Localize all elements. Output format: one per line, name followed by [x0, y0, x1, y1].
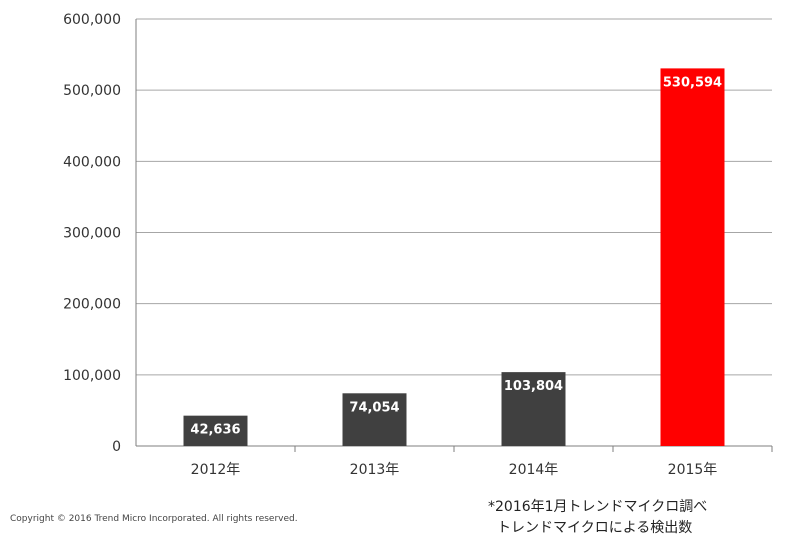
bar-value-label: 74,054 — [349, 400, 399, 415]
bar-value-label: 103,804 — [504, 379, 563, 394]
source-note-line-1: *2016年1月トレンドマイクロ調べ — [488, 499, 708, 515]
x-tick-label: 2014年 — [509, 462, 559, 478]
y-tick-label: 300,000 — [63, 226, 121, 242]
bar — [660, 68, 725, 447]
y-tick-label: 0 — [112, 439, 121, 455]
bar-value-label: 42,636 — [190, 423, 240, 438]
y-tick-label: 200,000 — [63, 297, 121, 313]
source-note: *2016年1月トレンドマイクロ調べ トレンドマイクロによる検出数 — [488, 497, 758, 539]
bar — [501, 372, 566, 446]
y-tick-label: 400,000 — [63, 154, 121, 170]
source-note-line-2: トレンドマイクロによる検出数 — [497, 520, 693, 536]
bar — [342, 393, 407, 446]
x-tick-label: 2013年 — [350, 462, 400, 478]
x-tick-label: 2012年 — [191, 462, 241, 478]
y-tick-label: 600,000 — [63, 12, 121, 28]
x-tick-label: 2015年 — [668, 462, 718, 478]
bar-value-label: 530,594 — [663, 75, 722, 90]
y-tick-label: 500,000 — [63, 83, 121, 99]
copyright-text: Copyright © 2016 Trend Micro Incorporate… — [10, 514, 298, 524]
y-tick-label: 100,000 — [63, 368, 121, 384]
bar — [183, 415, 248, 446]
